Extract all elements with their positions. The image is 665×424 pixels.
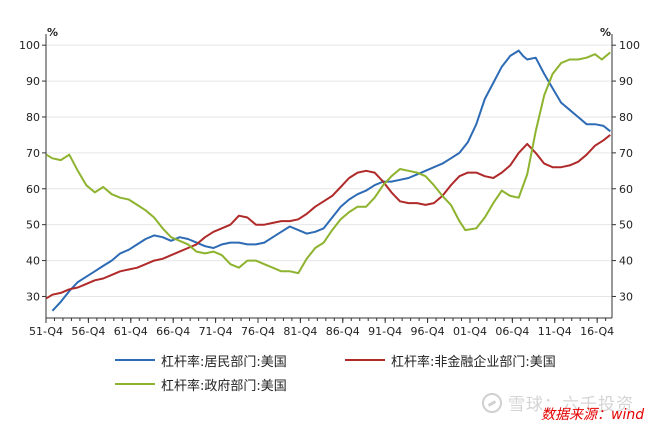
y-tick-label-right: 80 <box>619 111 633 124</box>
series-lines <box>45 49 611 312</box>
y-tick-label-right: 30 <box>619 290 633 303</box>
x-tick-label: 91-Q4 <box>368 325 402 338</box>
x-tick-label: 56-Q4 <box>71 325 105 338</box>
x-tick-label: 51-Q4 <box>29 325 63 338</box>
y-tick-label-right: 50 <box>619 219 633 232</box>
axes <box>42 34 616 323</box>
y-tick-label-left: 30 <box>26 290 40 303</box>
tick-labels: 30 30 40 40 50 50 60 60 70 70 80 80 90 90 100 100 51-Q4 5… <box>19 26 640 338</box>
x-tick-label: 06-Q4 <box>495 325 529 338</box>
x-tick-label: 76-Q4 <box>241 325 275 338</box>
x-tick-label: 96-Q4 <box>411 325 445 338</box>
series-line-2 <box>45 51 611 275</box>
x-tick-label: 66-Q4 <box>156 325 190 338</box>
watermark-text: 雪球：六千投资 <box>508 395 634 415</box>
grid <box>46 44 612 297</box>
y-tick-label-left: 90 <box>26 75 40 88</box>
series-line-1 <box>45 134 611 300</box>
x-tick-label: 81-Q4 <box>283 325 317 338</box>
x-tick-label: 01-Q4 <box>453 325 487 338</box>
x-tick-label: 11-Q4 <box>538 325 572 338</box>
y-unit-left: % <box>47 26 58 39</box>
x-tick-label: 61-Q4 <box>114 325 148 338</box>
source-note: 数据来源：wind <box>541 407 645 423</box>
y-tick-label-left: 70 <box>26 147 40 160</box>
x-tick-label: 16-Q4 <box>580 325 614 338</box>
y-tick-label-left: 40 <box>26 255 40 268</box>
y-unit-right: % <box>600 26 611 39</box>
y-tick-label-right: 100 <box>619 39 640 52</box>
y-tick-label-left: 60 <box>26 183 40 196</box>
x-tick-label: 71-Q4 <box>199 325 233 338</box>
snowball-logo-icon <box>482 392 502 413</box>
y-tick-label-left: 100 <box>19 39 40 52</box>
y-tick-label-right: 90 <box>619 75 633 88</box>
y-tick-label-right: 60 <box>619 183 633 196</box>
y-tick-label-right: 40 <box>619 255 633 268</box>
y-tick-label-right: 70 <box>619 147 633 160</box>
y-tick-label-left: 50 <box>26 219 40 232</box>
watermark: 雪球：六千投资 <box>482 390 634 415</box>
series-line-0 <box>51 49 611 312</box>
y-tick-label-left: 80 <box>26 111 40 124</box>
x-tick-label: 86-Q4 <box>326 325 360 338</box>
